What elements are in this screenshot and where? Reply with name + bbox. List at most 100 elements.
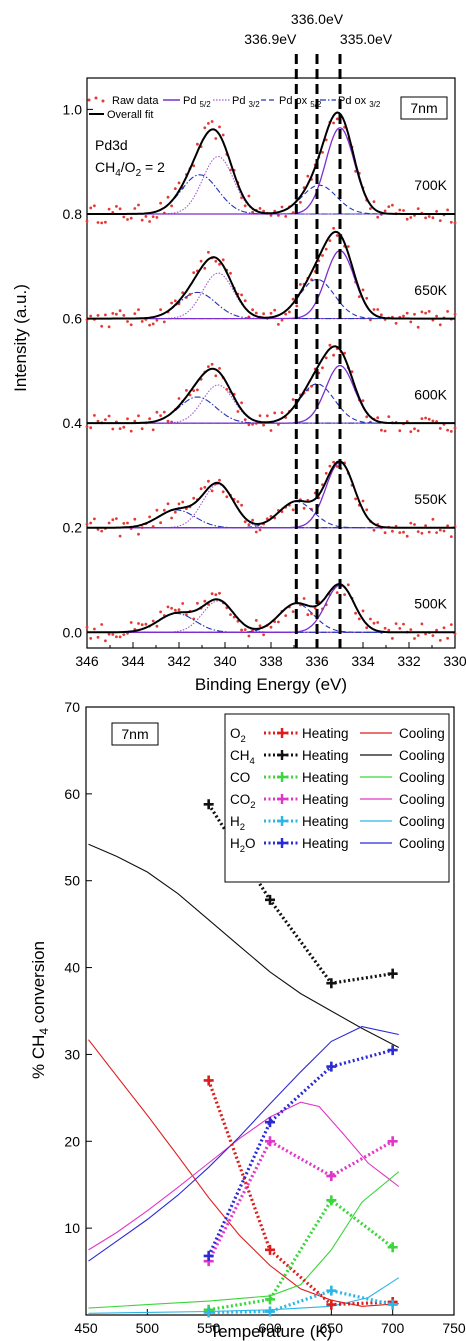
conversion-axes: 450 500 550 600 650 700 750 10 20 30 40 50 60 70 <box>64 699 465 1336</box>
raw-data-point <box>328 343 332 347</box>
raw-data-point <box>449 623 453 626</box>
raw-data-point <box>133 207 137 210</box>
raw-data-point <box>155 508 159 512</box>
raw-data-point <box>376 215 380 219</box>
raw-data-point <box>85 425 89 428</box>
raw-data-point <box>177 502 181 506</box>
legend-raw-marker <box>94 96 98 100</box>
raw-data-point <box>332 353 335 357</box>
raw-data-point <box>100 623 104 626</box>
raw-data-point <box>435 210 438 213</box>
raw-data-point <box>269 625 273 629</box>
raw-data-point <box>140 623 144 627</box>
legend-cooling-label: Cooling <box>399 770 445 785</box>
raw-data-point <box>291 508 295 512</box>
heating-marker-h2o <box>326 1061 337 1072</box>
raw-data-point <box>214 137 218 140</box>
raw-data-point <box>115 517 118 520</box>
heating-marker-ch4 <box>203 799 214 810</box>
xps-legend: Raw data Pd 5/2 Pd 3/2 Pd ox 5/2 Pd ox 3… <box>87 95 381 121</box>
raw-data-point <box>118 309 122 313</box>
y-tick-label: 20 <box>64 1133 80 1149</box>
raw-data-point <box>427 417 431 421</box>
raw-data-point <box>420 531 424 535</box>
raw-data-point <box>442 529 446 533</box>
raw-data-point <box>247 634 251 638</box>
raw-data-point <box>453 312 457 316</box>
raw-data-point <box>431 517 435 521</box>
raw-data-point <box>140 427 144 431</box>
raw-data-point <box>376 416 380 420</box>
raw-data-point <box>155 624 159 628</box>
heating-line-co2 <box>207 1139 394 1262</box>
raw-data-point <box>313 606 317 610</box>
pd32-curve <box>87 384 455 424</box>
y-tick-label: 0.8 <box>63 206 83 222</box>
raw-data-point <box>129 429 133 433</box>
raw-data-point <box>284 614 288 617</box>
y-tick-label: 60 <box>64 786 80 802</box>
raw-data-point <box>420 417 424 420</box>
overall-fit-curve <box>87 345 455 425</box>
raw-data-point <box>196 388 199 392</box>
raw-data-point <box>162 508 166 512</box>
raw-data-point <box>122 314 126 317</box>
raw-data-point <box>181 291 185 295</box>
raw-data-point <box>354 497 357 501</box>
heating-marker-ch4 <box>265 894 275 905</box>
xps-panel: 346 344 342 340 338 336 334 332 330 0.0 0.2 0.4 0.6 0… <box>11 11 466 694</box>
cooling-line-ch4 <box>88 843 400 1048</box>
legend-raw-label: Raw data <box>112 95 159 107</box>
legend-species-co: CO <box>230 770 250 785</box>
conversion-curves <box>88 799 400 1318</box>
raw-data-point <box>424 524 427 527</box>
raw-data-point <box>185 613 188 617</box>
raw-data-point <box>129 621 133 624</box>
raw-data-point <box>93 204 96 208</box>
raw-data-point <box>203 485 207 489</box>
raw-data-point <box>137 308 140 311</box>
reference-lines: 336.9eV 336.0eV 335.0eV <box>244 11 393 648</box>
raw-data-point <box>126 320 129 323</box>
raw-data-point <box>416 325 420 329</box>
raw-data-point <box>240 503 244 507</box>
raw-data-point <box>258 624 262 628</box>
raw-data-point <box>173 510 177 514</box>
raw-data-point <box>361 499 365 503</box>
raw-data-point <box>269 311 273 315</box>
raw-data-point <box>140 320 144 323</box>
raw-data-point <box>236 500 240 503</box>
raw-data-point <box>243 520 247 524</box>
raw-data-point <box>335 591 339 594</box>
raw-data-point <box>413 523 416 526</box>
raw-data-point <box>89 206 93 210</box>
raw-data-point <box>324 247 328 251</box>
legend-cooling-label: Cooling <box>399 836 445 851</box>
raw-data-point <box>438 219 442 223</box>
raw-data-point <box>380 313 383 317</box>
raw-data-point <box>155 318 159 322</box>
cooling-line-h2o <box>88 1026 399 1262</box>
raw-data-point <box>361 288 365 292</box>
raw-data-point <box>218 367 221 370</box>
raw-data-point <box>159 308 163 311</box>
legend-species-o2: O2 <box>230 726 246 745</box>
raw-data-point <box>210 489 214 493</box>
y-tick-label: 1.0 <box>63 101 83 117</box>
raw-data-point <box>173 187 177 191</box>
raw-data-point <box>236 410 240 413</box>
raw-data-point <box>449 535 453 538</box>
raw-data-point <box>229 271 232 275</box>
heating-marker-h2 <box>203 1307 214 1318</box>
legend-heating-label: Heating <box>302 836 349 851</box>
raw-data-point <box>372 308 376 311</box>
raw-data-point <box>89 521 93 525</box>
raw-data-point <box>137 203 140 207</box>
raw-data-point <box>335 465 339 468</box>
raw-data-point <box>214 259 218 263</box>
raw-data-point <box>104 639 107 643</box>
raw-data-point <box>214 374 218 378</box>
raw-data-point <box>391 203 394 207</box>
raw-data-point <box>321 254 324 257</box>
